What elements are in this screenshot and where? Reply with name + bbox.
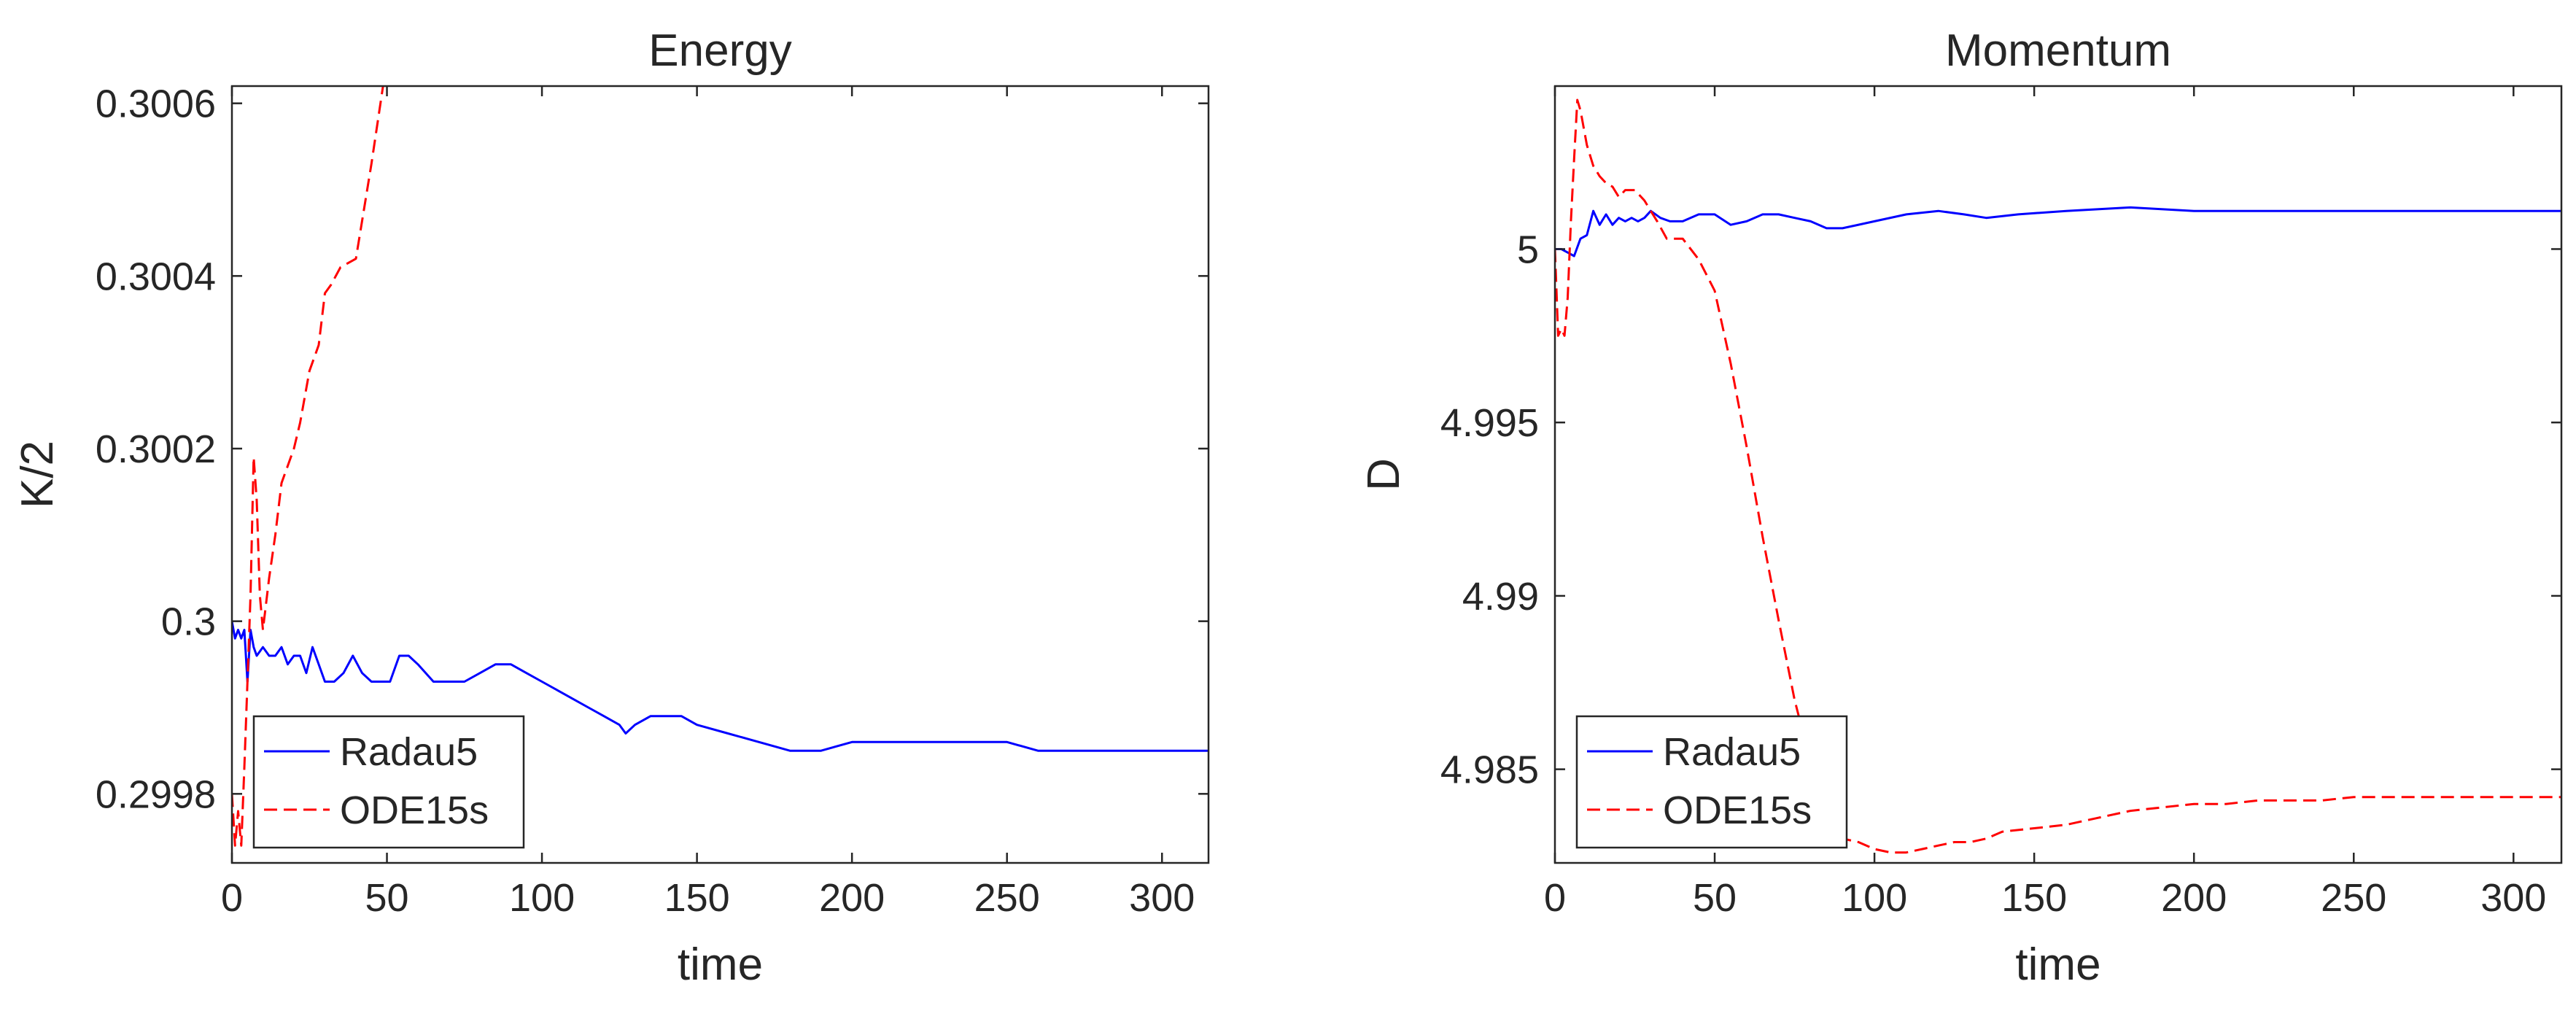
momentum-legend-box [1575,715,1848,849]
momentum-legend-label-radau5: Radau5 [1663,730,1801,774]
momentum-series-radau5-line [1555,206,2561,257]
energy-ytick-label: 0.2998 [96,772,216,816]
energy-xtick-label: 50 [365,876,409,920]
energy-ytick-label: 0.3002 [96,427,216,471]
momentum-ytick-label: 5 [1517,228,1539,271]
energy-ytick-label: 0.3006 [96,82,216,126]
energy-xtick-label: 200 [819,876,885,920]
momentum-ytick-label: 4.995 [1440,401,1539,445]
energy-legend-box [252,715,525,849]
momentum-xtick-label: 300 [2480,876,2546,920]
momentum-ylabel: D [1359,458,1409,491]
momentum-xtick-label: 200 [2161,876,2227,920]
momentum-legend-label-ode15s: ODE15s [1663,789,1812,832]
energy-xtick-label: 300 [1129,876,1195,920]
momentum-xtick-label: 0 [1544,876,1566,920]
momentum-ytick-label: 4.99 [1462,575,1539,619]
momentum-title: Momentum [1945,26,2171,76]
energy-xtick-label: 150 [664,876,730,920]
momentum-chart: 0 50 100 150 200 250 300 4.985 4.99 4.995 5 Momentu… [1359,26,2563,990]
energy-legend-label-ode15s: ODE15s [340,789,489,832]
energy-legend-label-radau5: Radau5 [340,730,478,774]
momentum-legend: Radau5 ODE15s [1575,715,1848,849]
momentum-xtick-label: 150 [2001,876,2067,920]
energy-axes-box [230,85,1210,864]
momentum-axes-box [1553,85,2563,864]
energy-xtick-label: 250 [974,876,1040,920]
momentum-ytick-label: 4.985 [1440,748,1539,792]
energy-xtick-label: 100 [509,876,575,920]
energy-xtick-label: 0 [221,876,243,920]
energy-ylabel: K/2 [12,441,63,508]
energy-legend: Radau5 ODE15s [252,715,525,849]
energy-ytick-label: 0.3004 [96,255,216,298]
energy-ytick-label: 0.3 [161,600,216,644]
energy-series-radau5-line [232,621,1209,752]
momentum-xtick-label: 250 [2321,876,2386,920]
energy-xlabel: time [678,939,763,990]
momentum-xtick-label: 100 [1842,876,1907,920]
energy-title: Energy [648,26,791,76]
energy-chart: 0 50 100 150 200 250 300 0.2998 0.3 0.3002 0.3004 0… [12,26,1210,990]
momentum-xlabel: time [2015,939,2100,990]
momentum-xtick-label: 50 [1693,876,1737,920]
